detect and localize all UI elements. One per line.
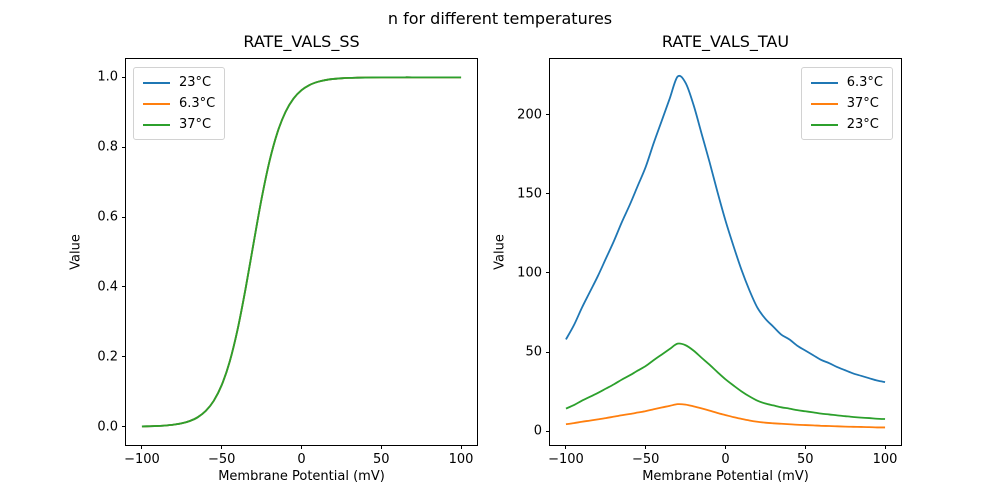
x-tick-mark: [884, 445, 886, 449]
x-tick-mark: [565, 445, 567, 449]
x-tick-mark: [460, 445, 462, 449]
y-tick-label: 150: [517, 186, 542, 202]
y-tick-label: 0: [533, 423, 542, 439]
y-tick-mark: [546, 114, 550, 116]
x-tick-label: 0: [297, 452, 306, 467]
x-tick-label: −50: [632, 452, 660, 467]
x-tick-label: −100: [124, 452, 160, 467]
y-axis-label: Value: [68, 234, 84, 270]
legend-line-swatch: [810, 123, 838, 126]
legend-entry: 37°C: [143, 116, 215, 133]
series-line-6.3°C: [565, 74, 886, 384]
legend-line-swatch: [143, 123, 170, 126]
y-tick-label: 100: [517, 265, 542, 281]
legend-line-swatch: [143, 81, 170, 84]
x-tick-label: 100: [872, 452, 898, 467]
y-tick-mark: [546, 351, 550, 353]
x-tick-mark: [804, 445, 806, 449]
x-tick-label: 50: [372, 452, 390, 467]
x-tick-mark: [725, 445, 726, 449]
x-tick-mark: [141, 445, 143, 449]
legend-label: 37°C: [846, 96, 879, 111]
x-tick-label: −100: [548, 452, 584, 467]
x-tick-label: 50: [796, 452, 814, 467]
plot-area: [565, 74, 886, 429]
y-tick-mark: [546, 193, 550, 195]
x-tick-label: 0: [721, 452, 730, 467]
legend-line-swatch: [810, 102, 838, 105]
y-tick-mark: [122, 216, 126, 218]
x-tick-mark: [221, 445, 223, 449]
y-tick-label: 50: [525, 344, 542, 360]
y-tick-label: 0.2: [97, 349, 118, 365]
x-tick-mark: [301, 445, 302, 449]
y-tick-label: 0.6: [97, 209, 118, 225]
legend-label: 23°C: [846, 117, 879, 132]
y-tick-mark: [122, 146, 126, 148]
axes-title: RATE_VALS_SS: [243, 32, 360, 51]
x-tick-label: −50: [208, 452, 236, 467]
y-tick-label: 0.8: [97, 139, 118, 155]
y-tick-label: 0.0: [97, 419, 118, 435]
legend-entry: 6.3°C: [810, 74, 883, 91]
series-line-37°C: [141, 76, 462, 428]
legend: 6.3°C 37°C 23°C: [800, 67, 893, 140]
y-tick-mark: [122, 286, 126, 288]
figure-title: n for different temperatures: [387, 9, 613, 28]
y-tick-mark: [122, 356, 126, 358]
legend-label: 37°C: [179, 117, 212, 132]
legend-entry: 23°C: [810, 116, 883, 133]
y-tick-mark: [546, 430, 550, 432]
legend-label: 6.3°C: [846, 75, 883, 90]
x-tick-label: 100: [448, 452, 474, 467]
legend-line-swatch: [143, 102, 170, 105]
series-line-23°C: [565, 342, 886, 420]
y-tick-label: 1.0: [97, 69, 118, 85]
legend: 23°C 6.3°C 37°C: [133, 67, 226, 140]
legend-label: 6.3°C: [179, 96, 216, 111]
x-tick-mark: [380, 445, 382, 449]
plot-area: [141, 76, 462, 428]
legend-entry: 37°C: [810, 95, 883, 112]
y-tick-mark: [122, 426, 126, 428]
axes-title: RATE_VALS_TAU: [661, 32, 790, 51]
y-tick-mark: [122, 76, 126, 78]
y-tick-label: 0.4: [97, 279, 118, 295]
y-tick-mark: [546, 272, 550, 274]
legend-entry: 23°C: [143, 74, 215, 91]
legend-label: 23°C: [179, 75, 212, 90]
y-axis-label: Value: [492, 234, 508, 270]
x-axis-label: Membrane Potential (mV): [642, 469, 809, 484]
legend-line-swatch: [810, 81, 838, 84]
y-tick-label: 200: [517, 107, 542, 123]
legend-entry: 6.3°C: [143, 95, 215, 112]
x-tick-mark: [645, 445, 647, 449]
series-line-37°C: [565, 403, 886, 429]
x-axis-label: Membrane Potential (mV): [218, 469, 385, 484]
axes-rate-vals-ss: RATE_VALS_SS Membrane Potential (mV) Value…: [69, 32, 478, 484]
axes-rate-vals-tau: RATE_VALS_TAU Membrane Potential (mV) Valu…: [493, 32, 902, 484]
